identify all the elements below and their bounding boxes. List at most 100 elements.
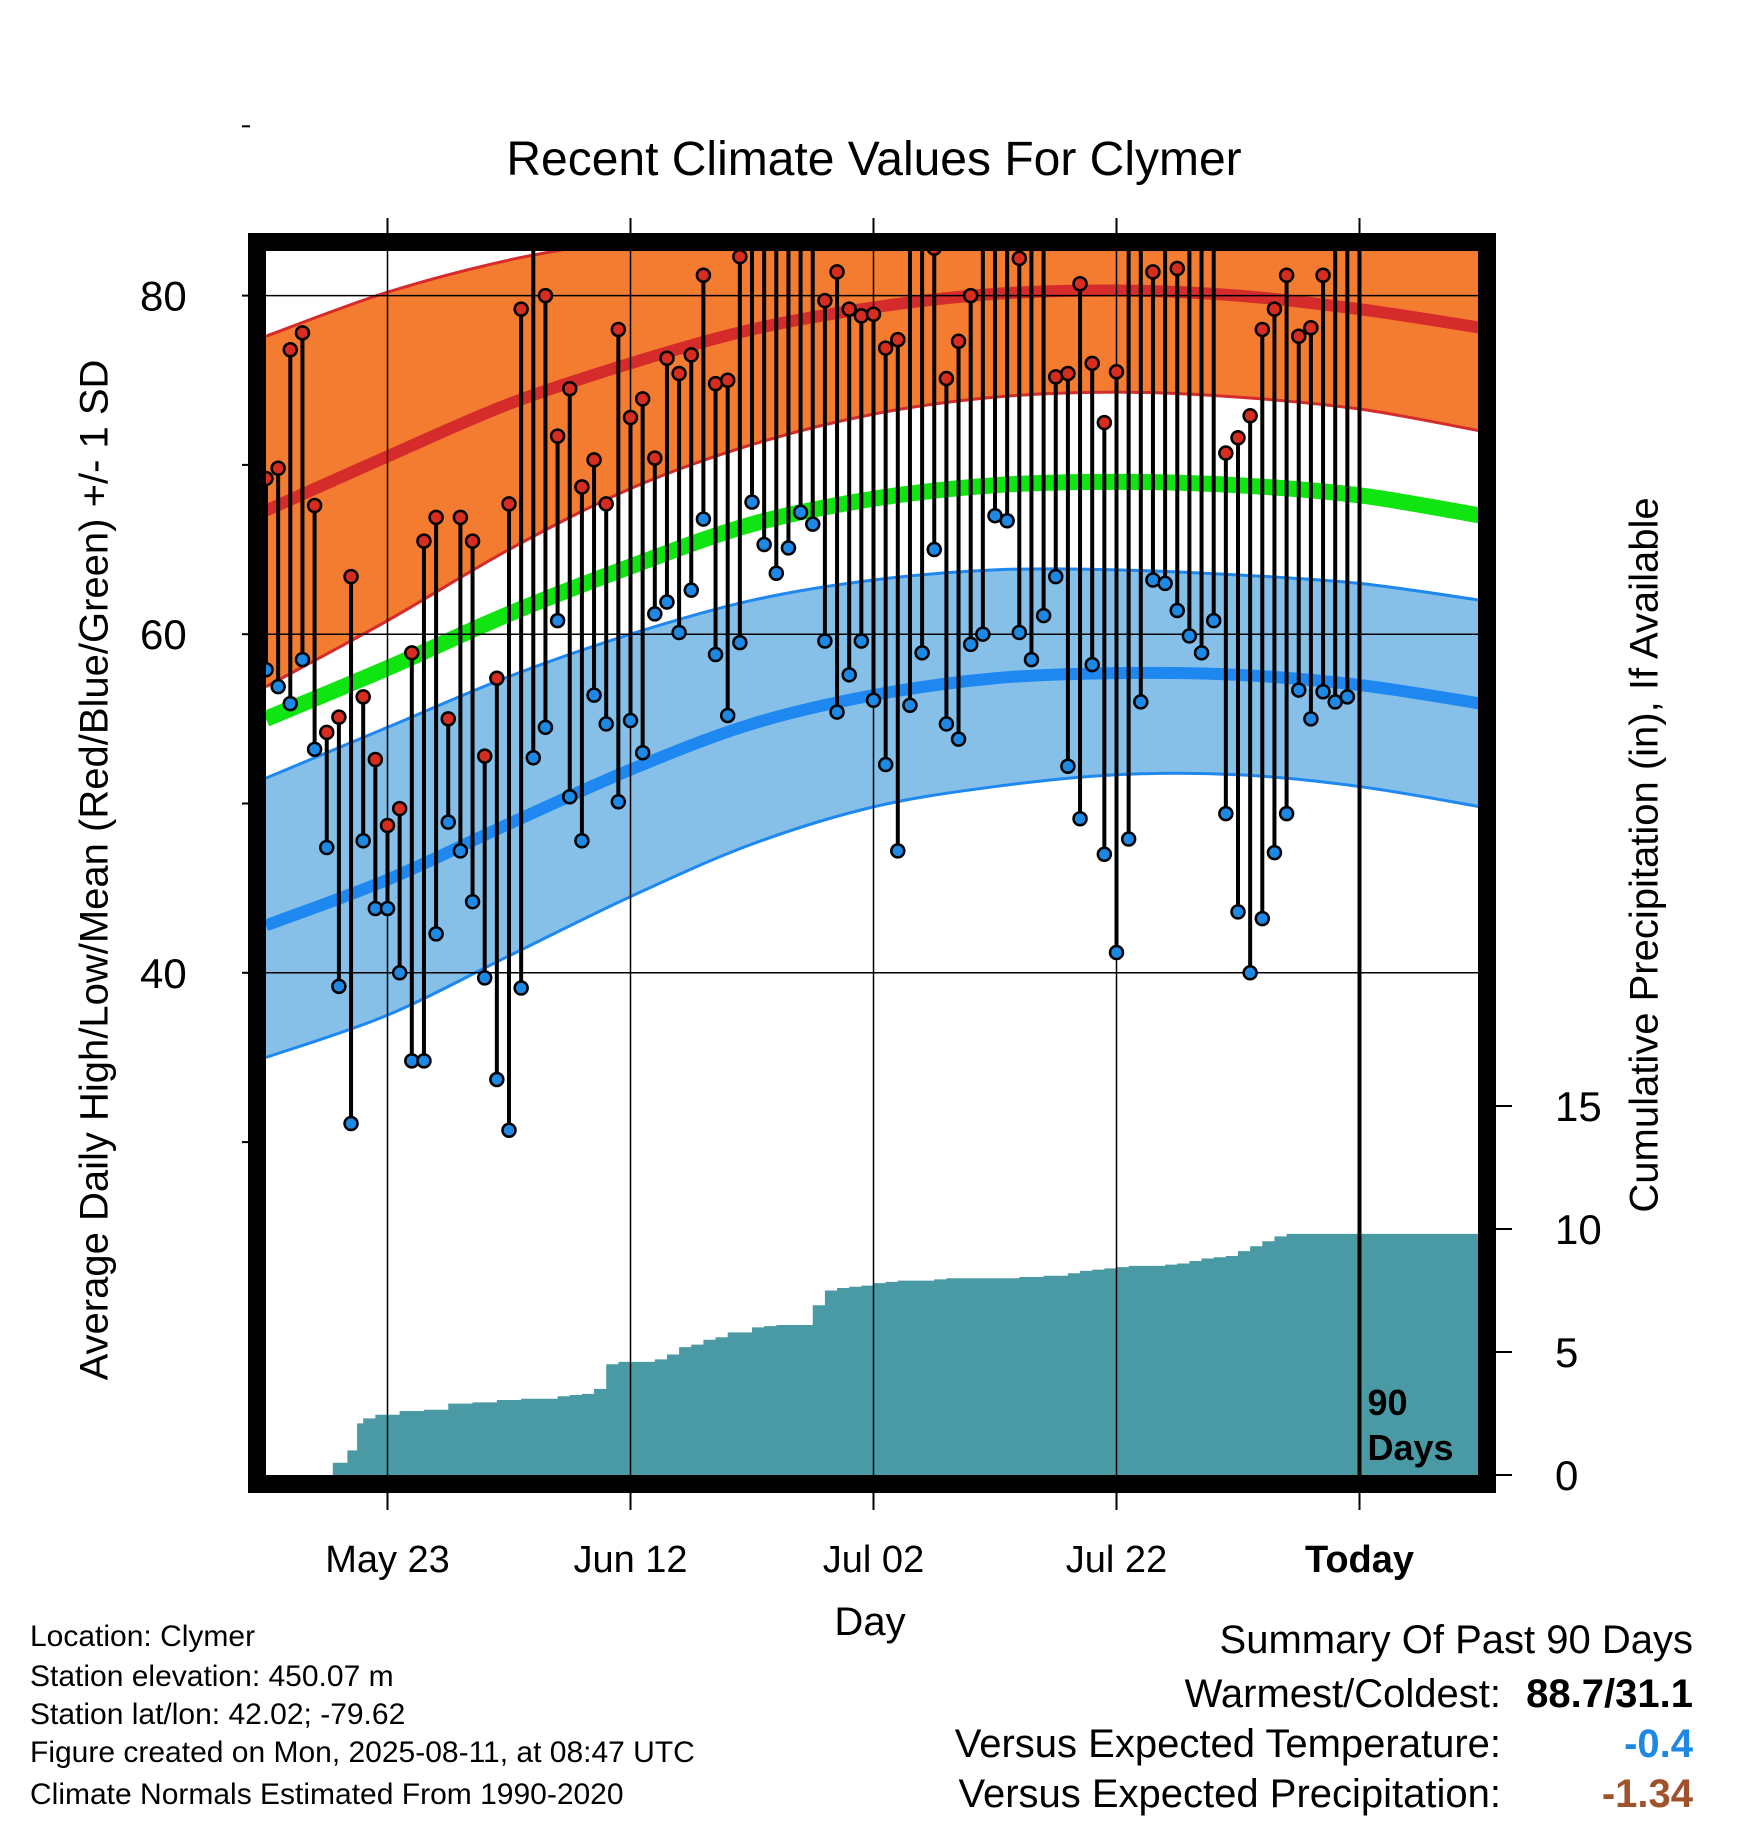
y-tick-label-precipitation: 10: [1555, 1206, 1602, 1253]
info-normals: Climate Normals Estimated From 1990-2020: [30, 1778, 624, 1811]
daily-high-point: [1084, 355, 1100, 372]
daily-low-point: [1108, 944, 1125, 961]
y-tick-label-precipitation: 0: [1555, 1452, 1578, 1499]
daily-high-point: [598, 496, 614, 512]
daily-low-point: [343, 1115, 359, 1132]
info-location: Location: Clymer: [30, 1620, 256, 1653]
today-marker-label-days-count: 90: [1368, 1382, 1408, 1423]
daily-high-point: [610, 321, 627, 338]
daily-low-point: [1291, 682, 1307, 698]
daily-low-point: [938, 716, 955, 732]
daily-high-point: [683, 347, 699, 363]
daily-high-point: [1242, 408, 1258, 424]
daily-high-point: [1207, 199, 1220, 212]
daily-high-point: [1329, 213, 1342, 226]
daily-high-point: [1072, 275, 1088, 292]
daily-low-point: [1096, 846, 1113, 863]
daily-low-point: [1011, 624, 1028, 641]
daily-low-point: [1339, 689, 1356, 705]
summary-temperature: Versus Expected Temperature: -0.4: [955, 1722, 1693, 1767]
daily-low-point: [1072, 810, 1088, 827]
daily-low-point: [902, 697, 918, 714]
daily-low-point: [1266, 844, 1283, 861]
daily-low-point: [1218, 805, 1234, 822]
daily-high-point: [391, 800, 408, 817]
x-tick-label: May 23: [325, 1539, 450, 1581]
daily-high-point: [659, 350, 675, 366]
daily-low-point: [1193, 645, 1210, 661]
summary-temperature-value: -0.4: [1624, 1722, 1693, 1766]
precipitation-area: [266, 1233, 1478, 1475]
daily-high-point: [719, 372, 736, 388]
daily-high-point: [829, 264, 845, 280]
x-axis-label: Day: [834, 1600, 906, 1644]
daily-high-point: [562, 380, 578, 397]
y-tick-label-temperature: 60: [140, 611, 187, 658]
summary-heading: Summary Of Past 90 Days: [1219, 1618, 1693, 1662]
daily-low-point: [574, 832, 590, 849]
daily-low-point: [999, 513, 1015, 529]
daily-low-point: [659, 594, 675, 610]
daily-low-point: [489, 1071, 505, 1088]
axes: May 23 Jun 12 Jul 02 Jul 22 Today 40 60 80 0 5 10 1…: [140, 125, 1602, 1581]
summary-precipitation: Versus Expected Precipitation: -1.34: [958, 1772, 1693, 1817]
y-axis-label-temperature: Average Daily High/Low/Mean (Red/Blue/Gr…: [72, 359, 117, 1381]
daily-low-point: [1303, 711, 1319, 727]
daily-low-point: [792, 504, 809, 521]
summary-warmest-coldest: Warmest/Coldest: 88.7/31.1: [1185, 1672, 1693, 1717]
x-tick-label: Jun 12: [573, 1539, 687, 1581]
daily-high-point: [1096, 414, 1113, 431]
daily-low-point: [513, 980, 529, 996]
daily-high-point: [695, 267, 712, 284]
daily-low-point: [695, 511, 712, 527]
daily-high-point: [782, 216, 795, 229]
daily-low-point: [1242, 965, 1258, 981]
daily-high-point: [513, 301, 529, 317]
daily-low-point: [1120, 831, 1137, 847]
daily-high-point: [489, 670, 505, 686]
y-tick-label-precipitation: 15: [1555, 1083, 1602, 1130]
daily-low-point: [1023, 651, 1040, 668]
summary-precipitation-label: Versus Expected Precipitation:: [958, 1772, 1501, 1816]
daily-high-point: [1303, 320, 1319, 336]
daily-low-point: [926, 541, 942, 558]
daily-high-point: [1218, 445, 1234, 461]
chart-title: Recent Climate Values For Clymer: [506, 133, 1242, 186]
daily-high-point: [622, 409, 639, 426]
daily-high-point: [962, 287, 979, 304]
daily-high-point: [1254, 321, 1271, 338]
daily-high-point: [732, 251, 748, 265]
daily-high-point: [379, 817, 396, 834]
daily-high-point: [367, 751, 384, 768]
daily-low-point: [756, 536, 772, 553]
daily-high-point: [266, 470, 274, 487]
daily-low-point: [1278, 805, 1295, 822]
daily-high-point: [938, 370, 955, 387]
daily-high-point: [404, 645, 420, 661]
daily-high-point: [1145, 264, 1161, 280]
daily-high-point: [634, 391, 651, 407]
daily-high-point: [464, 533, 481, 549]
daily-low-point: [452, 843, 469, 859]
high-sd-band: [266, 251, 1478, 687]
daily-high-point: [586, 452, 602, 468]
daily-low-point: [562, 788, 578, 805]
daily-low-point: [780, 540, 797, 556]
y-tick-label-temperature: 80: [140, 273, 187, 320]
daily-high-point: [270, 460, 286, 477]
daily-high-point: [853, 308, 870, 324]
daily-high-point: [1134, 211, 1147, 224]
daily-low-point: [416, 1053, 432, 1069]
daily-low-point: [962, 636, 979, 653]
daily-low-point: [440, 814, 456, 830]
daily-low-point: [950, 731, 967, 747]
daily-low-point: [1205, 612, 1222, 629]
daily-low-point: [501, 1122, 517, 1138]
daily-low-point: [914, 645, 930, 661]
daily-low-point: [270, 678, 286, 695]
daily-low-point: [610, 794, 627, 810]
daily-high-point: [440, 711, 456, 727]
daily-low-point: [586, 687, 602, 703]
